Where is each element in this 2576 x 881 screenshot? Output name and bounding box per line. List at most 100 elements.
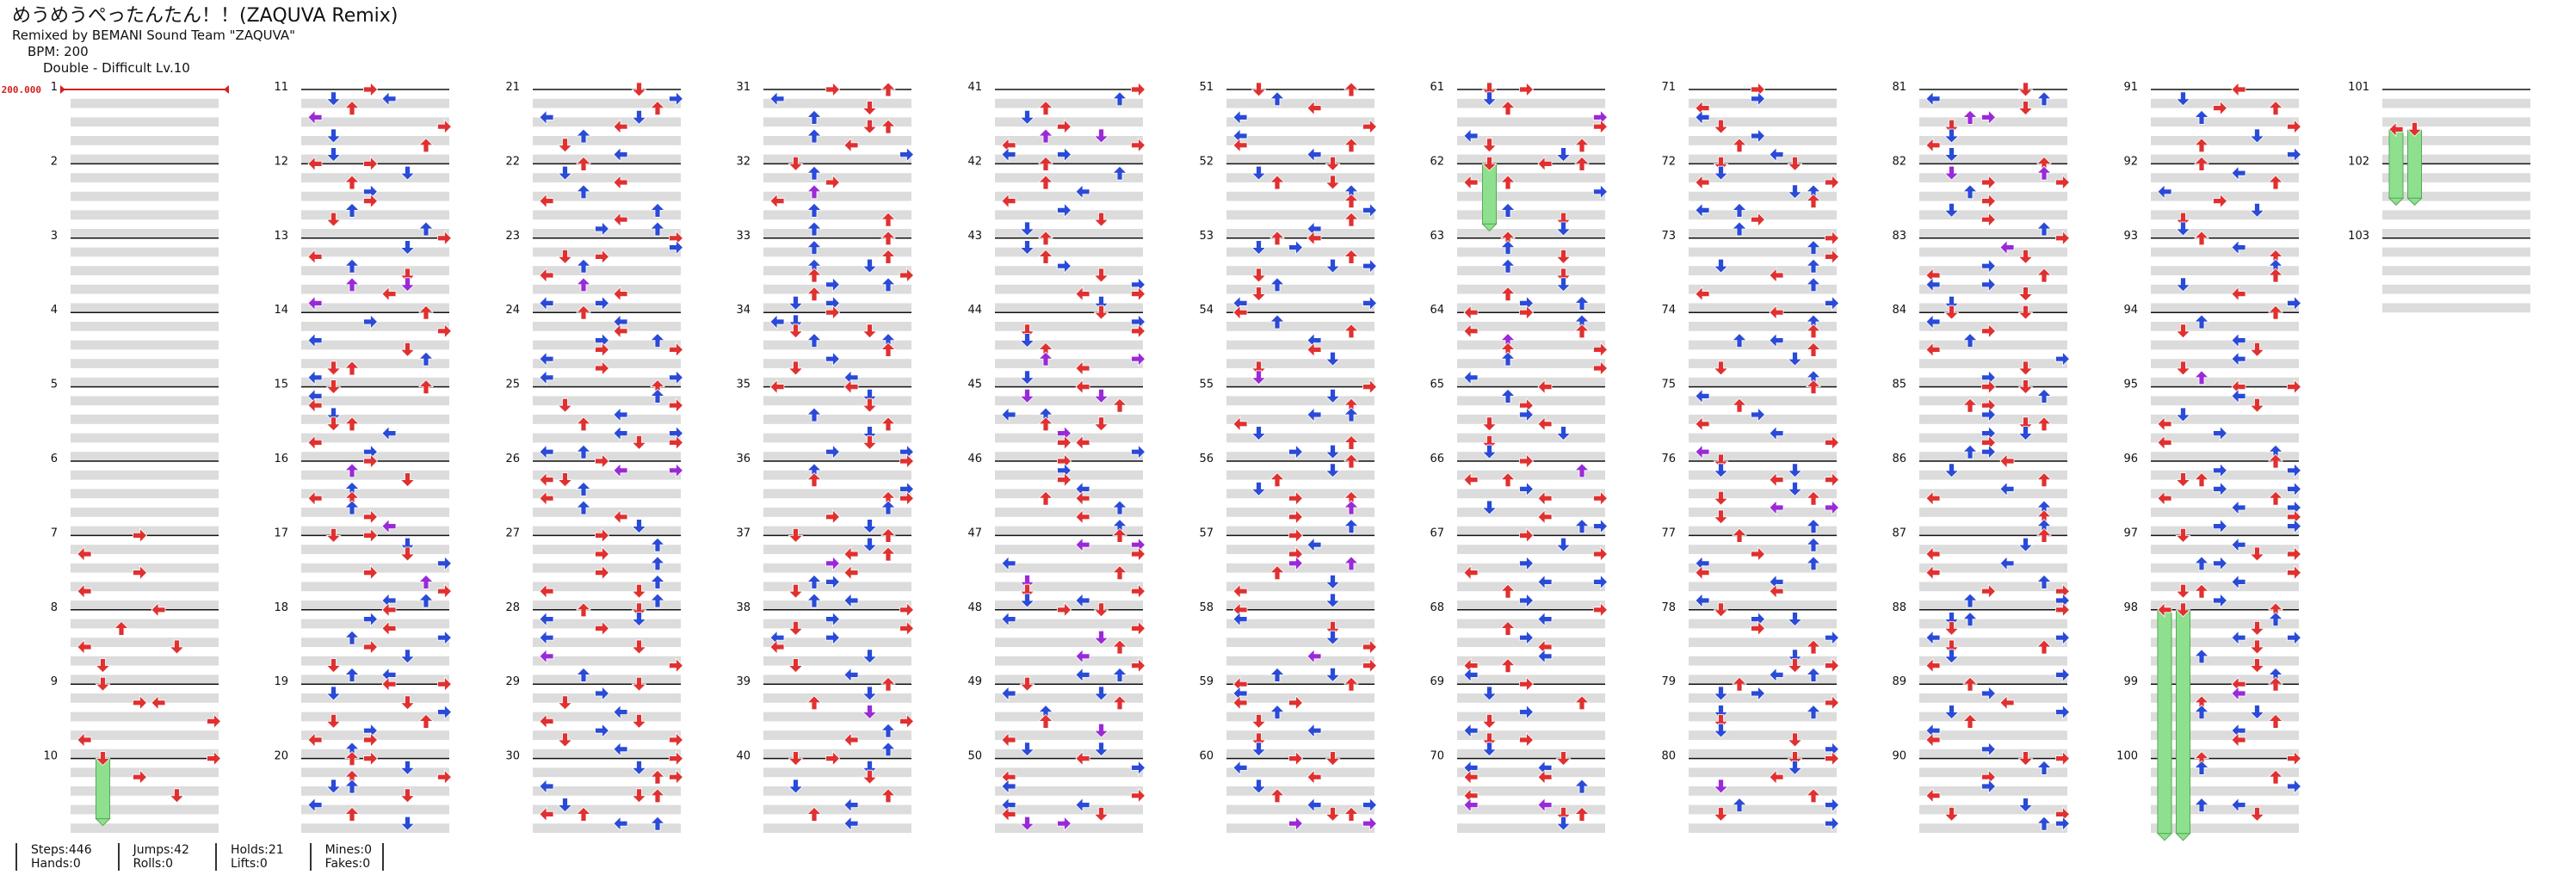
- measure-11: 11: [274, 81, 449, 164]
- hold-note: [1481, 156, 1498, 232]
- step-arrow: [613, 425, 628, 441]
- step-arrow: [1112, 695, 1127, 711]
- step-arrow: [788, 658, 804, 674]
- step-arrow: [2055, 704, 2071, 720]
- step-arrow: [1555, 426, 1572, 441]
- step-arrow: [344, 175, 360, 190]
- step-arrow: [1962, 593, 1978, 608]
- measure-number: 22: [505, 155, 520, 168]
- step-arrow: [1925, 732, 1941, 748]
- step-arrow: [1075, 183, 1090, 200]
- step-arrow: [539, 444, 554, 460]
- step-arrow: [307, 369, 323, 385]
- step-arrow: [2213, 462, 2228, 478]
- step-arrow: [1057, 119, 1072, 135]
- step-arrow: [1112, 527, 1127, 543]
- step-arrow: [1806, 194, 1821, 209]
- step-arrow: [806, 221, 822, 237]
- step-arrow: [1057, 601, 1072, 618]
- step-arrow: [381, 620, 397, 637]
- step-arrow: [2287, 564, 2302, 581]
- step-arrow: [631, 583, 647, 599]
- step-arrow: [1732, 527, 1747, 543]
- step-arrow: [437, 676, 453, 693]
- measure-number: 49: [967, 675, 982, 688]
- measure-91: 91: [2123, 81, 2299, 164]
- step-arrow: [2194, 798, 2209, 812]
- step-arrow: [1732, 202, 1747, 218]
- step-arrow: [1999, 239, 2015, 256]
- step-arrow: [1325, 668, 1341, 682]
- step-arrow: [2017, 305, 2034, 320]
- step-arrow: [1787, 184, 1803, 200]
- step-arrow: [1732, 676, 1747, 692]
- step-arrow: [843, 564, 859, 581]
- step-arrow: [1500, 620, 1516, 636]
- measure-23: 23: [505, 230, 681, 313]
- step-arrow: [806, 128, 822, 144]
- step-arrow: [2287, 119, 2302, 135]
- step-arrow: [2268, 490, 2283, 506]
- measure-67: 67: [1430, 527, 1605, 610]
- step-arrow: [613, 407, 628, 422]
- step-arrow: [1825, 500, 1840, 515]
- step-arrow: [2017, 537, 2034, 552]
- step-arrow: [325, 686, 342, 701]
- step-arrow: [1344, 556, 1359, 571]
- step-arrow: [2036, 816, 2052, 831]
- step-arrow: [806, 240, 822, 256]
- step-arrow: [1481, 156, 1498, 171]
- step-arrow: [539, 471, 554, 488]
- measure-number: 79: [1661, 675, 1676, 688]
- step-arrow: [1769, 769, 1784, 786]
- step-arrow: [880, 416, 896, 432]
- step-arrow: [539, 779, 554, 794]
- step-arrow: [1713, 807, 1729, 822]
- step-arrow: [1019, 583, 1035, 599]
- measure-14: 14: [274, 304, 449, 387]
- step-arrow: [399, 342, 416, 357]
- step-arrow: [843, 797, 859, 813]
- step-arrow: [437, 230, 453, 246]
- step-arrow: [1001, 779, 1016, 794]
- step-arrow: [1713, 463, 1729, 478]
- step-arrow: [1112, 397, 1127, 413]
- measure-63: 63: [1430, 230, 1605, 313]
- step-arrow: [1787, 463, 1803, 478]
- step-arrow: [1307, 797, 1322, 813]
- step-arrow: [576, 444, 591, 459]
- step-arrow: [1038, 416, 1053, 432]
- step-arrow: [2055, 230, 2071, 246]
- step-arrow: [1943, 165, 1960, 181]
- step-arrow: [1943, 621, 1960, 636]
- step-arrow: [1769, 667, 1784, 683]
- measure-27: 27: [505, 527, 681, 610]
- measure-number: 82: [1892, 155, 1906, 168]
- step-arrow: [899, 713, 915, 730]
- measure-number: 36: [736, 453, 751, 465]
- step-arrow: [769, 639, 785, 655]
- step-arrow: [2231, 82, 2246, 97]
- measure-number: 6: [51, 453, 58, 465]
- step-arrow: [1251, 286, 1267, 302]
- step-arrow: [1519, 82, 1535, 97]
- step-arrow: [595, 360, 610, 376]
- step-arrow: [1981, 779, 1997, 794]
- step-arrow: [1131, 787, 1146, 804]
- measure-53: 53: [1199, 230, 1374, 313]
- step-arrow: [806, 472, 822, 487]
- measure-number: 68: [1430, 601, 1444, 614]
- step-arrow: [1232, 760, 1248, 776]
- step-arrow: [806, 202, 822, 218]
- step-arrow: [1232, 137, 1248, 153]
- step-arrow: [95, 658, 111, 674]
- step-arrow: [399, 695, 416, 711]
- measure-number: 54: [1199, 304, 1214, 317]
- step-arrow: [825, 82, 841, 97]
- measure-number: 30: [505, 750, 520, 763]
- step-arrow: [307, 797, 323, 813]
- step-arrow: [595, 564, 610, 581]
- measure-44: 44: [967, 304, 1143, 387]
- step-arrow: [613, 508, 628, 525]
- step-arrow: [1307, 769, 1322, 786]
